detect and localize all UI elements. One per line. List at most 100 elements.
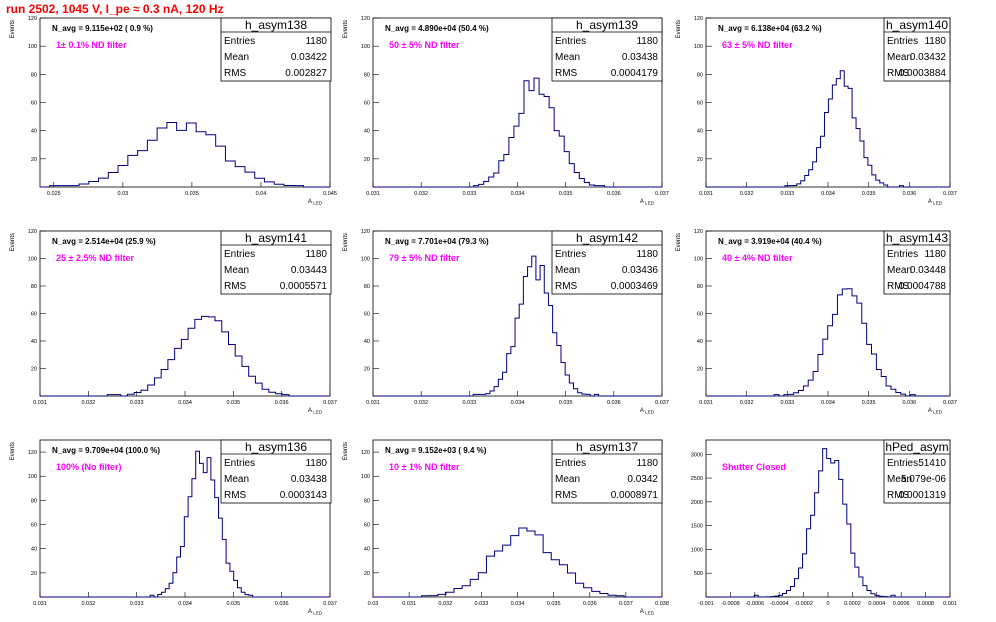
histogram-bars-h_asym140 — [706, 70, 950, 188]
stat-label: Entries — [224, 458, 255, 469]
x-tick-label: 0.035 — [559, 191, 573, 197]
y-tick-label: 1500 — [691, 524, 703, 530]
x-axis-label: A LED — [308, 609, 323, 616]
x-tick-label: 0.001 — [943, 601, 957, 607]
y-tick-label: 120 — [361, 16, 370, 22]
x-tick-label: 0.034 — [178, 400, 192, 406]
x-tick-label: 0.031 — [366, 400, 380, 406]
y-tick-label: 100 — [361, 257, 370, 263]
histogram-bars-h_asym143 — [706, 288, 950, 397]
histogram-panel-h_asym136: 0.031 0.032 0.033 0.034 0.035 0.036 0.037 20 40 6… — [10, 439, 337, 616]
y-axis-label: Events — [676, 20, 682, 38]
stats-box-frame — [883, 17, 951, 82]
y-tick-label: 20 — [364, 367, 370, 373]
filter-label: 50 ± 5% ND filter — [389, 40, 460, 50]
y-axis-label: Events — [10, 233, 16, 251]
x-tick-label: 0.032 — [81, 601, 95, 607]
x-axis-label: A LED — [640, 408, 655, 415]
y-tick-label: 100 — [361, 44, 370, 50]
x-tick-label: 0.031 — [366, 191, 380, 197]
x-tick-label: 0.035 — [547, 601, 561, 607]
stat-label: Entries — [224, 249, 255, 260]
y-tick-label: 60 — [31, 523, 37, 529]
stat-label: Mean — [555, 265, 580, 276]
y-tick-label: 2000 — [691, 500, 703, 506]
y-tick-label: 40 — [31, 547, 37, 553]
stat-value: 5.079e-06 — [901, 474, 946, 485]
stat-label: Entries — [555, 458, 586, 469]
stat-value: 0.0005571 — [280, 281, 328, 292]
x-tick-label: 0.0004 — [868, 601, 885, 607]
x-tick-label: -0.0006 — [745, 601, 764, 607]
x-tick-label: 0.037 — [619, 601, 633, 607]
y-axis-label: Events — [343, 20, 349, 38]
y-tick-label: 40 — [364, 547, 370, 553]
x-tick-label: 0.036 — [902, 191, 916, 197]
stat-value: 1180 — [305, 458, 327, 469]
x-tick-label: 0.045 — [323, 191, 337, 197]
stats-box-frame — [883, 439, 951, 504]
y-axis-label: Events — [10, 20, 16, 38]
n-avg-annotation: N_avg = 4.890e+04 (50.4 %) — [385, 24, 489, 33]
y-tick-label: 20 — [697, 367, 703, 373]
stat-value: 0.002827 — [285, 68, 327, 79]
y-tick-label: 120 — [28, 229, 37, 235]
y-axis-label: Events — [676, 233, 682, 251]
x-tick-label: 0.0008 — [917, 601, 934, 607]
y-tick-label: 40 — [364, 129, 370, 135]
x-tick-label: 0.032 — [414, 191, 428, 197]
x-tick-label: -0.0008 — [721, 601, 740, 607]
y-tick-label: 120 — [694, 16, 703, 22]
histogram-name: h_asym141 — [245, 231, 307, 245]
y-tick-label: 20 — [364, 571, 370, 577]
x-tick-label: 0.0006 — [893, 601, 910, 607]
stat-label: RMS — [224, 490, 247, 501]
x-axis-label: A LED — [928, 408, 943, 415]
y-tick-label: 100 — [361, 474, 370, 480]
x-tick-label: 0.037 — [323, 400, 337, 406]
x-tick-label: 0.036 — [275, 601, 289, 607]
stat-label: RMS — [887, 490, 910, 501]
x-tick-label: 0.03 — [368, 601, 379, 607]
filter-label: 63 ± 5% ND filter — [722, 40, 793, 50]
y-tick-label: 120 — [361, 450, 370, 456]
x-tick-label: 0.034 — [511, 191, 525, 197]
stat-label: Entries — [887, 249, 918, 260]
y-tick-label: 40 — [697, 339, 703, 345]
x-tick-label: 0.033 — [462, 400, 476, 406]
y-tick-label: 120 — [28, 16, 37, 22]
x-tick-label: 0.037 — [943, 191, 957, 197]
filter-label: 79 ± 5% ND filter — [389, 253, 460, 263]
stat-value: 1180 — [924, 249, 946, 260]
y-tick-label: 40 — [31, 129, 37, 135]
stat-label: Mean — [555, 474, 580, 485]
x-tick-label: 0.034 — [821, 191, 835, 197]
histogram-panel-h_asym138: 0.025 0.03 0.035 0.04 0.045 20 40 60 80 100 120 Eve… — [10, 16, 337, 206]
x-tick-label: 0.037 — [323, 601, 337, 607]
x-tick-label: 0.032 — [81, 400, 95, 406]
stat-value: 0.03438 — [291, 474, 328, 485]
n-avg-annotation: N_avg = 6.138e+04 (63.2 %) — [718, 24, 822, 33]
y-tick-label: 3000 — [691, 452, 703, 458]
stat-value: 0.0003884 — [899, 68, 947, 79]
x-tick-label: 0.036 — [902, 400, 916, 406]
y-tick-label: 40 — [364, 339, 370, 345]
x-tick-label: 0.033 — [130, 400, 144, 406]
stats-box-h_asym136: h_asym136 Entries 1180 Mean 0.03438 RMS 0.0003… — [220, 439, 332, 504]
x-tick-label: 0.037 — [943, 400, 957, 406]
stats-box-frame — [220, 17, 332, 82]
stats-box-h_asym140: h_asym140 Entries 1180 Mean0.03432RMS0.0003… — [883, 17, 951, 82]
y-tick-label: 80 — [31, 72, 37, 78]
y-tick-label: 60 — [364, 312, 370, 318]
page-title: run 2502, 1045 V, I_pe ≈ 0.3 nA, 120 Hz — [6, 2, 224, 16]
x-tick-label: -0.0002 — [794, 601, 813, 607]
y-tick-label: 80 — [364, 498, 370, 504]
stats-box-frame — [220, 230, 332, 295]
y-tick-label: 500 — [694, 571, 703, 577]
n-avg-annotation: N_avg = 9.115e+02 ( 0.9 %) — [52, 24, 153, 33]
x-tick-label: 0.031 — [33, 400, 47, 406]
x-tick-label: 0.035 — [559, 400, 573, 406]
stat-value: 0.03432 — [910, 52, 947, 63]
stats-box-frame — [883, 230, 951, 295]
stat-label: RMS — [887, 281, 910, 292]
